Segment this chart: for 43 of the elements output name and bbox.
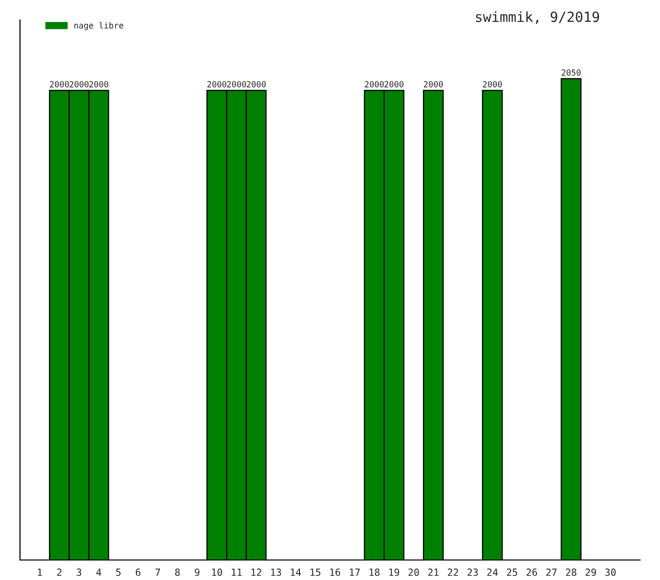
x-tick-label: 23 <box>468 568 478 576</box>
data-label: 2000 <box>89 81 108 88</box>
x-tick-label: 25 <box>506 568 518 576</box>
data-label: 2000 <box>364 81 384 88</box>
x-tick-label: 11 <box>232 568 242 576</box>
x-tick-label: 22 <box>448 568 458 576</box>
x-tick-label: 19 <box>389 568 400 576</box>
x-tick-label: 20 <box>408 568 419 576</box>
x-tick-label: 5 <box>116 568 121 576</box>
x-tick-label: 4 <box>96 568 102 576</box>
data-label: 2000 <box>70 81 89 88</box>
x-tick-label: 30 <box>605 568 616 576</box>
data-label: 2000 <box>227 81 246 88</box>
x-tick-label: 28 <box>566 568 576 576</box>
x-tick-label: 10 <box>212 568 222 576</box>
x-tick-label: 24 <box>487 568 498 576</box>
data-label: 2000 <box>50 81 69 88</box>
legend-label: nage libre <box>74 22 124 30</box>
data-label: 2000 <box>246 81 266 88</box>
x-tick-label: 14 <box>290 568 301 576</box>
data-label: 2000 <box>482 81 502 88</box>
x-tick-label: 27 <box>546 568 557 576</box>
x-tick-label: 13 <box>271 568 281 576</box>
x-tick-label: 17 <box>350 568 360 576</box>
x-tick-label: 7 <box>156 568 160 576</box>
chart-title: swimmik, 9/2019 <box>476 11 600 24</box>
x-tick-label: 18 <box>370 568 380 576</box>
x-tick-label: 21 <box>428 568 439 576</box>
x-tick-label: 3 <box>76 568 82 576</box>
data-label: 2000 <box>384 81 404 88</box>
data-label: 2000 <box>424 81 443 88</box>
x-tick-label: 29 <box>586 568 596 576</box>
data-label: 2000 <box>207 81 226 88</box>
x-tick-label: 9 <box>194 568 200 576</box>
x-tick-label: 8 <box>175 568 180 576</box>
x-tick-label: 26 <box>526 568 537 576</box>
x-tick-label: 1 <box>38 568 42 576</box>
data-label: 2050 <box>562 69 581 76</box>
x-tick-label: 15 <box>310 568 320 576</box>
x-tick-label: 6 <box>136 568 140 576</box>
x-tick-label: 16 <box>330 568 340 576</box>
x-tick-label: 2 <box>57 568 62 576</box>
x-tick-label: 12 <box>252 568 262 576</box>
